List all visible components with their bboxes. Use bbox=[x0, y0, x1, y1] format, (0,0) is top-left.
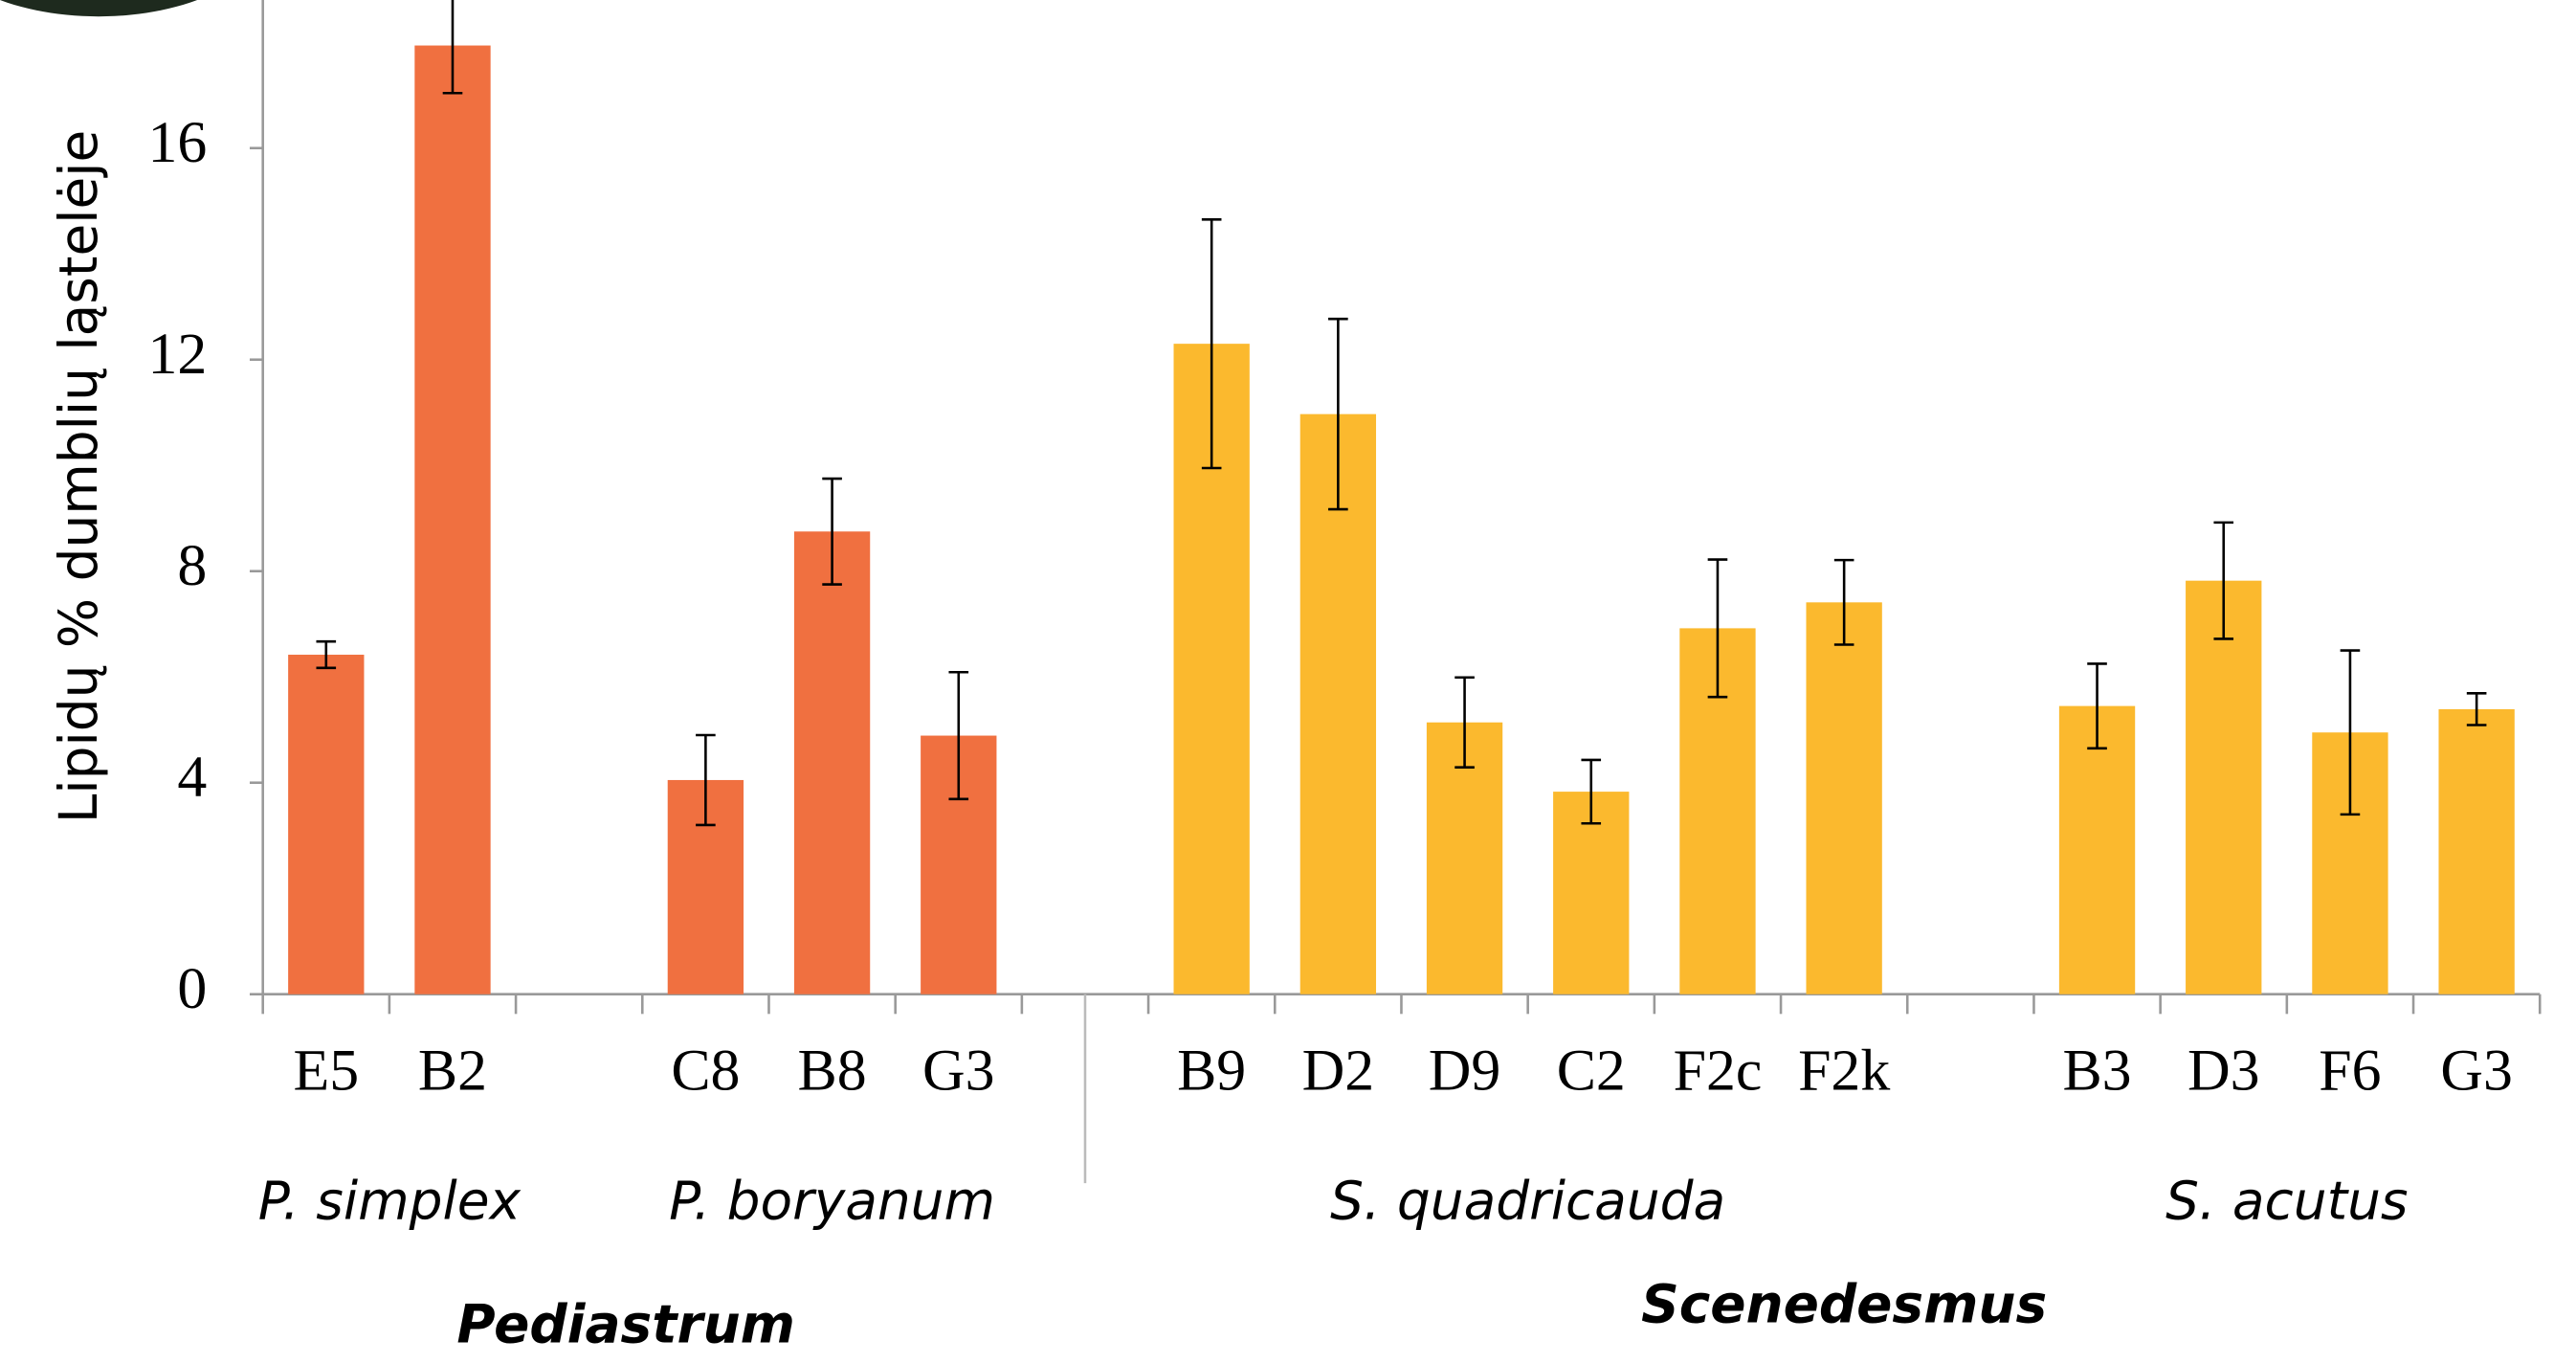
x-tick-label: C2 bbox=[1557, 1039, 1626, 1104]
x-tick-label: F2k bbox=[1798, 1039, 1890, 1104]
x-tick-label: B3 bbox=[2062, 1039, 2131, 1104]
genus-label: Scenedesmus bbox=[1641, 1274, 2047, 1335]
x-tick-label: B8 bbox=[798, 1039, 867, 1104]
x-tick-label: F6 bbox=[2319, 1039, 2381, 1104]
logo-fragment bbox=[0, 0, 263, 16]
y-tick-label: 0 bbox=[177, 956, 207, 1021]
group-label: P. boryanum bbox=[669, 1171, 995, 1232]
bar bbox=[414, 46, 490, 994]
group-label: S. quadricauda bbox=[1330, 1171, 1725, 1232]
genus-label: Pediastrum bbox=[456, 1293, 795, 1354]
y-tick-label: 16 bbox=[148, 110, 208, 175]
x-tick-label: F2c bbox=[1674, 1039, 1763, 1104]
x-tick-label: G3 bbox=[2440, 1039, 2513, 1104]
bar bbox=[2438, 709, 2514, 994]
bar bbox=[794, 531, 870, 994]
x-tick-label: D9 bbox=[1429, 1039, 1501, 1104]
x-tick-label: C8 bbox=[671, 1039, 740, 1104]
x-tick-label: B2 bbox=[418, 1039, 487, 1104]
x-tick-label: G3 bbox=[922, 1039, 995, 1104]
x-tick-label: B9 bbox=[1177, 1039, 1246, 1104]
y-tick-label: 4 bbox=[177, 745, 207, 810]
y-axis-label: Lipidų % dumblių ląstelėje bbox=[48, 130, 109, 824]
y-tick-label: 12 bbox=[148, 322, 208, 387]
x-tick-label: E5 bbox=[293, 1039, 359, 1104]
chart: Lipidų % dumblių ląstelėje 0 4 8 12 16 E5 B2 C8… bbox=[0, 0, 2576, 1363]
group-label: P. simplex bbox=[258, 1171, 522, 1232]
bar bbox=[1806, 602, 1881, 994]
bar bbox=[288, 655, 364, 994]
y-tick-label: 8 bbox=[177, 533, 207, 598]
x-tick-label: D3 bbox=[2187, 1039, 2260, 1104]
bar bbox=[2186, 581, 2261, 994]
group-label: S. acutus bbox=[2165, 1171, 2408, 1232]
x-tick-label: D2 bbox=[1302, 1039, 1375, 1104]
page: Lipidų % dumblių ląstelėje 0 4 8 12 16 E5 B2 C8… bbox=[0, 0, 2576, 1363]
